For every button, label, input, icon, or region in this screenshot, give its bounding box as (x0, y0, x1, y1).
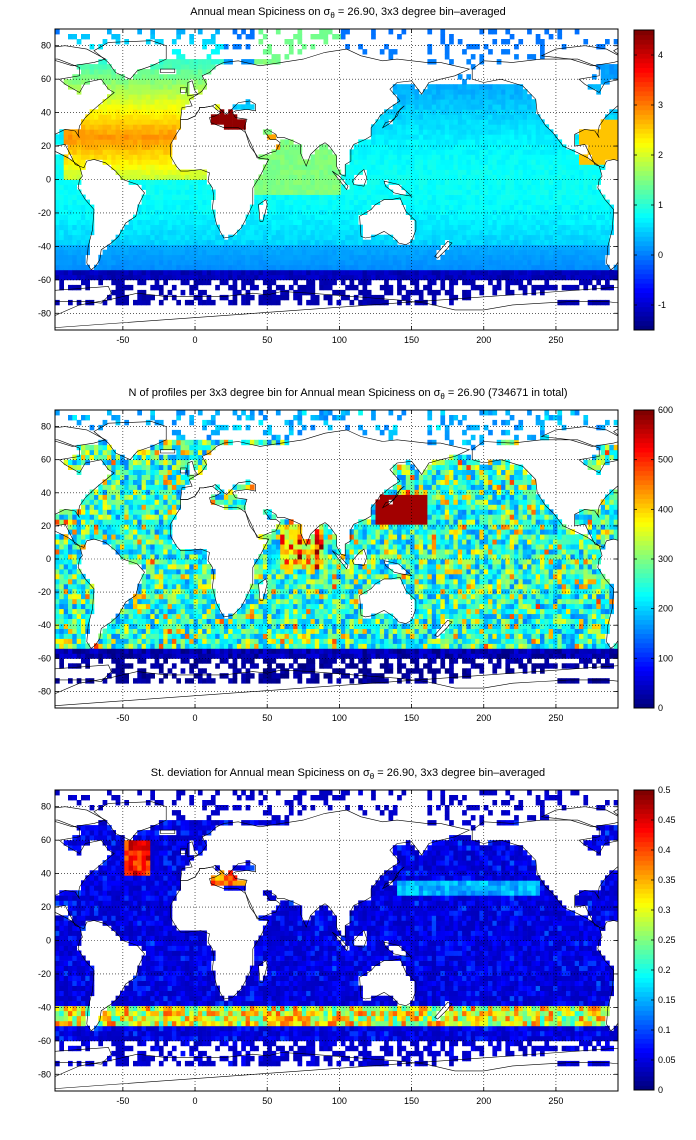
y-tick-label: 40 (41, 488, 51, 498)
x-tick-label: 100 (332, 713, 347, 723)
x-tick-label: 250 (548, 713, 563, 723)
colorbar-tick-label: -1 (658, 300, 666, 310)
panel-2-title: N of profiles per 3x3 degree bin for Ann… (128, 387, 568, 402)
map-frame (54, 409, 619, 709)
y-tick-label: -80 (38, 686, 51, 696)
x-tick-label: 150 (404, 335, 419, 345)
colorbar-tick-label: 0 (658, 1085, 663, 1095)
panel-3-title: St. deviation for Annual mean Spiciness … (150, 767, 546, 782)
grid-lines (55, 410, 618, 708)
colorbar-tick-label: 0.25 (658, 935, 676, 945)
colorbar-1: 4 3 2 1 0 -1 (633, 29, 666, 331)
y-tick-label: -60 (38, 275, 51, 285)
y-tick-label: -40 (38, 620, 51, 630)
y-tick-label: -40 (38, 241, 51, 251)
x-tick-label: 250 (548, 335, 563, 345)
colorbar-tick-label: 0.5 (658, 785, 671, 795)
colorbar-3: 0.5 0.45 0.4 0.35 0.3 0.25 0.2 0.15 0.1 0.05 0 (633, 785, 676, 1095)
y-tick-label: -60 (38, 653, 51, 663)
x-tick-label: 50 (262, 335, 272, 345)
colorbar-tick-label: 0 (658, 250, 663, 260)
data-cells (55, 790, 618, 1067)
colorbar-tick-label: 2 (658, 150, 663, 160)
map-frame (54, 789, 619, 1092)
x-tick-label: -50 (116, 1096, 129, 1106)
y-tick-label: 40 (41, 869, 51, 879)
x-tick-label: -50 (116, 335, 129, 345)
x-tick-label: 100 (332, 335, 347, 345)
colorbar-tick-label: 1 (658, 200, 663, 210)
y-tick-label: -80 (38, 308, 51, 318)
grid-lines (55, 790, 618, 1091)
y-tick-label: -20 (38, 969, 51, 979)
data-cells (55, 410, 618, 684)
colorbar-tick-label: 600 (658, 405, 673, 415)
colorbar-tick-label: 0.35 (658, 875, 676, 885)
colorbar-tick-label: 0.15 (658, 995, 676, 1005)
colorbar-tick-label: 0 (658, 703, 663, 713)
colorbar-tick-label: 3 (658, 100, 663, 110)
y-tick-label: -20 (38, 208, 51, 218)
y-tick-label: 80 (41, 802, 51, 812)
colorbar-tick-label: 0.1 (658, 1025, 671, 1035)
y-tick-label: -60 (38, 1036, 51, 1046)
y-tick-label: 20 (41, 141, 51, 151)
grid-lines (55, 29, 618, 330)
colorbar-tick-label: 0.4 (658, 845, 671, 855)
y-tick-label: -80 (38, 1069, 51, 1079)
x-tick-label: 0 (193, 335, 198, 345)
y-tick-label: 60 (41, 455, 51, 465)
x-tick-label: 0 (193, 1096, 198, 1106)
data-cells (55, 29, 618, 306)
colorbar-tick-label: 400 (658, 504, 673, 514)
colorbar-tick-label: 0.2 (658, 965, 671, 975)
colorbar-tick-label: 200 (658, 604, 673, 614)
y-tick-label: 80 (41, 422, 51, 432)
colorbar-tick-label: 0.3 (658, 905, 671, 915)
panel-1-title: Annual mean Spiciness on σθ = 26.90, 3x3… (190, 6, 506, 21)
colorbar-tick-label: 4 (658, 50, 663, 60)
x-tick-label: 200 (476, 1096, 491, 1106)
colorbar-tick-label: 500 (658, 455, 673, 465)
y-tick-label: 0 (46, 175, 51, 185)
y-tick-label: 80 (41, 41, 51, 51)
x-tick-label: 0 (193, 713, 198, 723)
colorbar-2: 600 500 400 300 200 100 0 (633, 405, 673, 713)
x-tick-label: 50 (262, 713, 272, 723)
y-tick-label: 0 (46, 554, 51, 564)
y-tick-label: -40 (38, 1002, 51, 1012)
y-tick-label: 60 (41, 835, 51, 845)
x-tick-label: 150 (404, 713, 419, 723)
coastlines (55, 40, 618, 328)
map-frame (54, 28, 619, 331)
y-tick-label: 20 (41, 902, 51, 912)
x-tick-label: 200 (476, 713, 491, 723)
y-tick-label: -20 (38, 587, 51, 597)
y-tick-label: 60 (41, 74, 51, 84)
x-tick-label: 150 (404, 1096, 419, 1106)
x-tick-label: -50 (116, 713, 129, 723)
y-tick-label: 40 (41, 108, 51, 118)
coastlines (55, 801, 618, 1089)
x-tick-label: 200 (476, 335, 491, 345)
x-tick-label: 100 (332, 1096, 347, 1106)
colorbar-tick-label: 100 (658, 653, 673, 663)
colorbar-tick-label: 0.45 (658, 815, 676, 825)
x-tick-label: 50 (262, 1096, 272, 1106)
y-tick-label: 20 (41, 521, 51, 531)
colorbar-tick-label: 0.05 (658, 1055, 676, 1065)
x-tick-label: 250 (548, 1096, 563, 1106)
colorbar-tick-label: 300 (658, 554, 673, 564)
y-tick-label: 0 (46, 936, 51, 946)
